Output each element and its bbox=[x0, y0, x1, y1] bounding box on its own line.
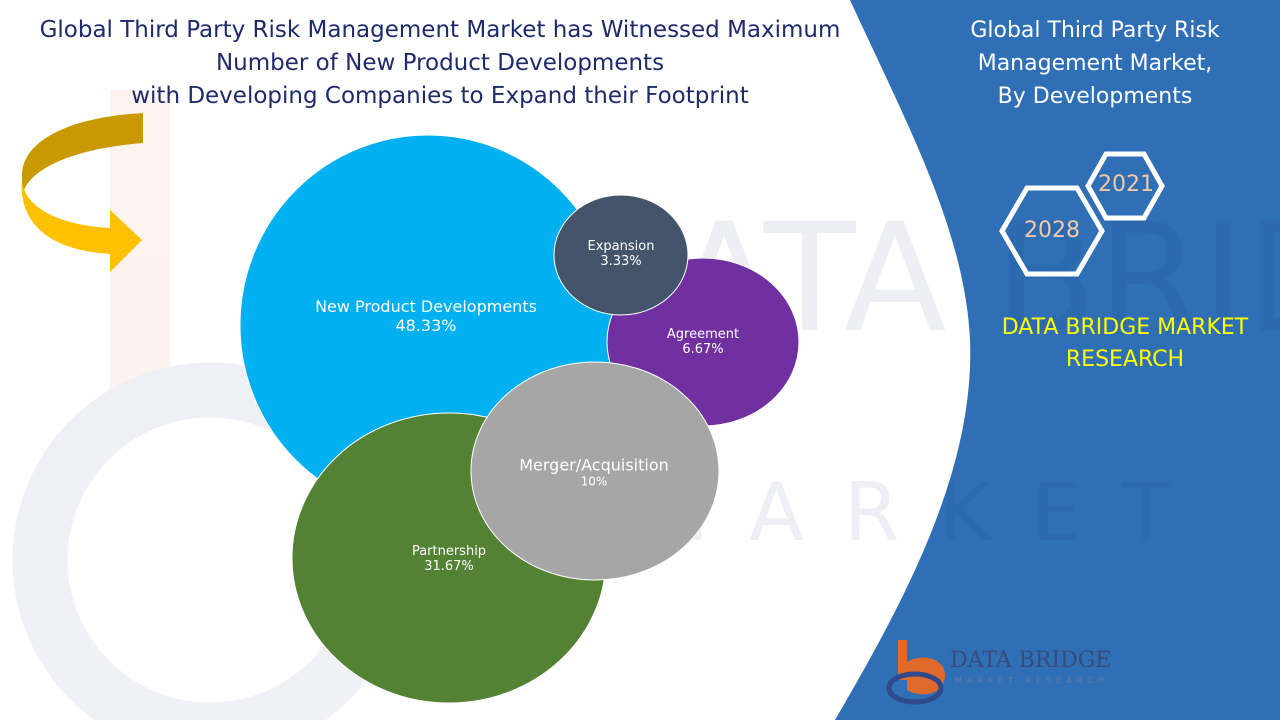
bubble-category-label: Agreement bbox=[666, 327, 740, 342]
side-panel bbox=[835, 0, 1280, 720]
hexagon-2028-icon bbox=[999, 185, 1105, 277]
brand-line-1: DATA BRIDGE MARKET bbox=[1001, 315, 1249, 340]
brand-name: DATA BRIDGE MARKET RESEARCH bbox=[975, 312, 1275, 376]
chart-title: Global Third Party Risk Management Marke… bbox=[30, 14, 850, 113]
year-start-label: 2021 bbox=[1098, 172, 1154, 197]
bubble-category-label: Expansion bbox=[587, 239, 655, 254]
bubble-label: Partnership 31.67% bbox=[412, 544, 486, 574]
bubble-category-label: New Product Developments bbox=[315, 297, 537, 316]
side-title: Global Third Party Risk Management Marke… bbox=[935, 14, 1255, 113]
bubble-category-label: Partnership bbox=[411, 544, 487, 559]
bubble-chart bbox=[239, 134, 800, 704]
svg-text:MARKET RESEARCH: MARKET RESEARCH bbox=[640, 466, 1280, 559]
bubble-value-label: 10% bbox=[580, 474, 608, 489]
curved-arrow-icon bbox=[21, 113, 143, 272]
logo-name: DATA BRIDGE bbox=[950, 648, 1112, 673]
bubble-value-label: 6.67% bbox=[682, 342, 724, 357]
bubble-value-label: 3.33% bbox=[600, 254, 642, 269]
bubble-expansion bbox=[553, 194, 689, 316]
bubble-label: New Product Developments 48.33% bbox=[315, 297, 537, 335]
bubble-label: Agreement 6.67% bbox=[667, 327, 739, 357]
bubble-value-label: 31.67% bbox=[424, 559, 474, 574]
year-end-label: 2028 bbox=[1024, 218, 1080, 243]
side-title-line-2: Management Market, bbox=[977, 51, 1213, 76]
bubble-value-label: 48.33% bbox=[395, 316, 457, 335]
bubble-label: Merger/Acquisition 10% bbox=[519, 456, 669, 489]
side-title-line-3: By Developments bbox=[997, 84, 1193, 109]
logo-tagline: MARKET RESEARCH bbox=[955, 676, 1109, 685]
bubble-category-label: Merger/Acquisition bbox=[519, 455, 669, 475]
data-bridge-logo-icon bbox=[886, 640, 945, 705]
title-line-2: Number of New Product Developments bbox=[215, 50, 665, 76]
bubble-label: Expansion 3.33% bbox=[588, 239, 655, 269]
bubble-merger-acquisition bbox=[470, 361, 720, 581]
brand-line-2: RESEARCH bbox=[1065, 347, 1185, 372]
title-line-1: Global Third Party Risk Management Marke… bbox=[39, 17, 841, 43]
hexagon-2021-icon bbox=[1085, 151, 1165, 221]
title-line-3: with Developing Companies to Expand thei… bbox=[131, 83, 749, 109]
side-title-line-1: Global Third Party Risk bbox=[970, 18, 1220, 43]
